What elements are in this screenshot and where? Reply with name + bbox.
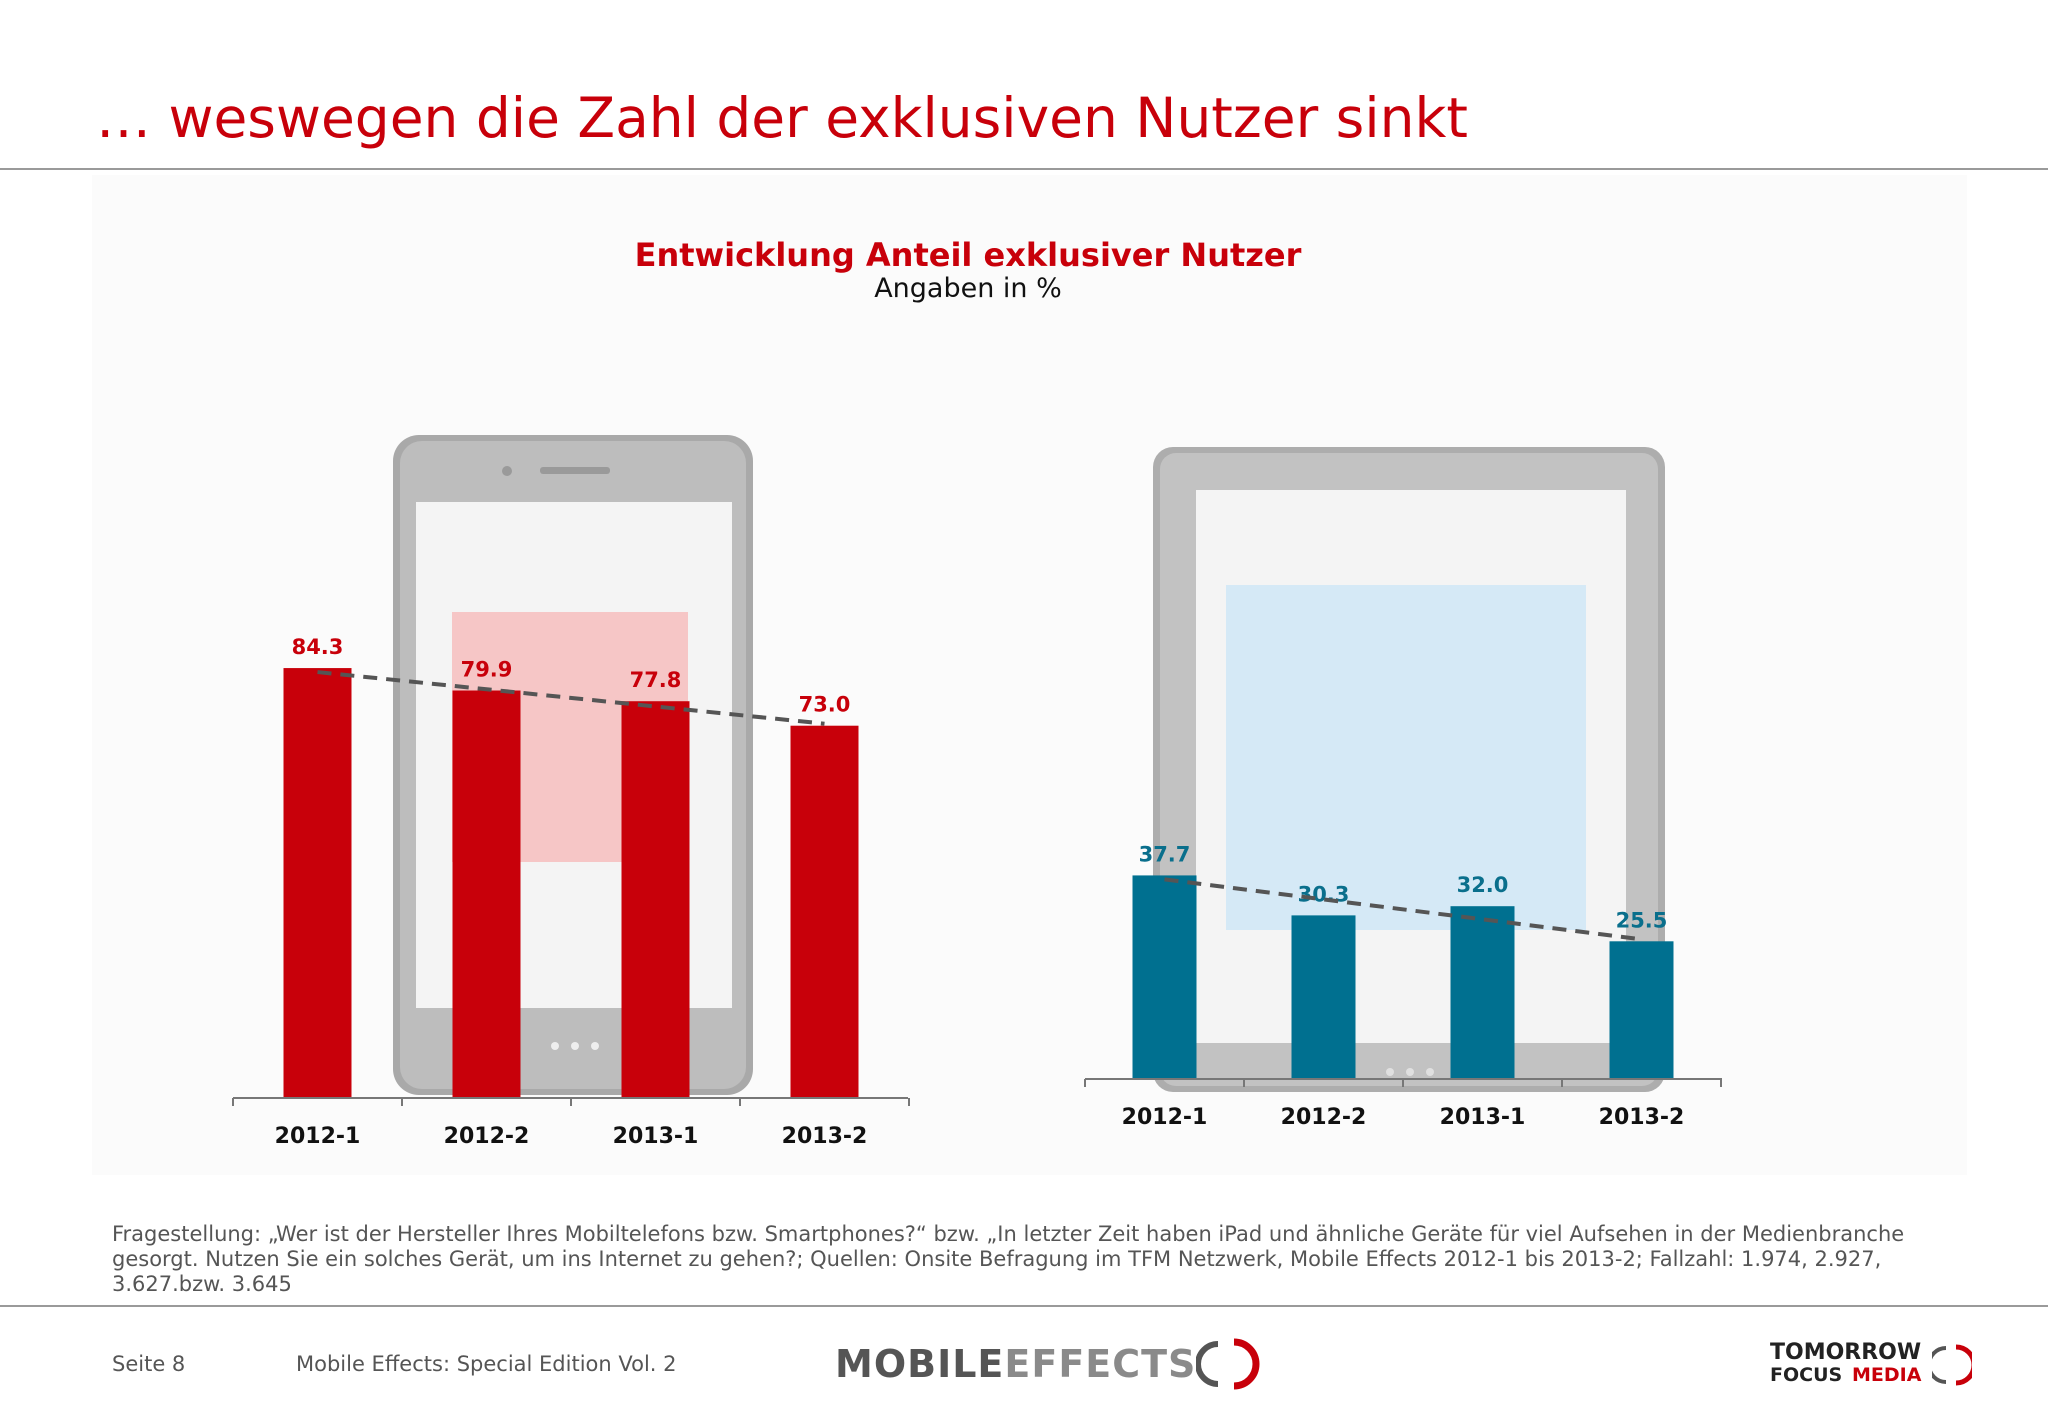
category-label: 2012-1 — [1122, 1105, 1208, 1130]
category-label: 2012-1 — [275, 1124, 361, 1149]
bar-2012-1 — [283, 668, 352, 1098]
category-label: 2013-2 — [782, 1124, 868, 1149]
category-label: 2013-1 — [1440, 1105, 1526, 1130]
slide-title: … weswegen die Zahl der exklusiven Nutze… — [96, 86, 1468, 150]
logo-text-focus: FOCUS — [1770, 1364, 1843, 1386]
data-label: 37.7 — [1139, 842, 1191, 866]
page-number: Seite 8 — [112, 1352, 186, 1376]
bar-2013-1 — [621, 701, 690, 1098]
category-label: 2012-2 — [444, 1124, 530, 1149]
smartphone-device-image — [393, 435, 753, 1095]
category-label: 2013-1 — [613, 1124, 699, 1149]
logo-ring-icon — [1196, 1338, 1260, 1390]
trend-line — [1164, 877, 1642, 942]
logo-text-media: MEDIA — [1852, 1364, 1922, 1386]
publication-name: Mobile Effects: Special Edition Vol. 2 — [296, 1352, 677, 1376]
logo-text-tomorrow: TOMORROW — [1770, 1340, 1922, 1365]
data-label: 84.3 — [292, 635, 344, 659]
tablet-device-image — [1153, 447, 1665, 1092]
title-divider — [0, 168, 2048, 170]
category-label: 2013-2 — [1599, 1105, 1685, 1130]
bar-2012-2 — [1291, 915, 1356, 1079]
category-label: 2012-2 — [1281, 1105, 1367, 1130]
data-label: 73.0 — [799, 693, 851, 717]
charts-canvas: 84.3 2012-1 79.9 2012-2 77.8 2013-1 73.0 2013-2… — [232, 435, 1722, 1149]
data-label: 32.0 — [1457, 873, 1509, 897]
data-label: 30.3 — [1298, 882, 1350, 906]
data-label: 79.9 — [461, 658, 513, 682]
tomorrow-focus-media-logo: TOMORROW FOCUS MEDIA — [1770, 1340, 1972, 1390]
tfm-ring-icon — [1932, 1344, 1972, 1386]
mobile-effects-logo: MOBILE EFFECTS — [835, 1336, 1262, 1392]
chart-subtitle: Angaben in % — [874, 273, 1062, 304]
bar-2013-1 — [1450, 906, 1515, 1079]
data-label: 25.5 — [1616, 908, 1668, 932]
logo-text-effects: EFFECTS — [1004, 1342, 1197, 1386]
bar-2013-2 — [1609, 941, 1674, 1079]
smartphone-bar-chart: 84.3 2012-1 79.9 2012-2 77.8 2013-1 73.0 2013-2 — [232, 635, 910, 1149]
bar-2012-2 — [452, 690, 521, 1098]
bar-2013-2 — [790, 725, 859, 1098]
trend-line — [317, 670, 825, 726]
footer-divider — [0, 1305, 2048, 1307]
tablet-bar-chart: 37.7 2012-1 30.3 2012-2 32.0 2013-1 25.5 2013-2 — [1084, 842, 1722, 1130]
data-label: 77.8 — [630, 668, 682, 692]
logo-text-mobile: MOBILE — [835, 1342, 1005, 1386]
footnote: Fragestellung: „Wer ist der Hersteller I… — [112, 1222, 1905, 1296]
bar-2012-1 — [1132, 875, 1197, 1079]
chart-title: Entwicklung Anteil exklusiver Nutzer — [634, 236, 1302, 274]
